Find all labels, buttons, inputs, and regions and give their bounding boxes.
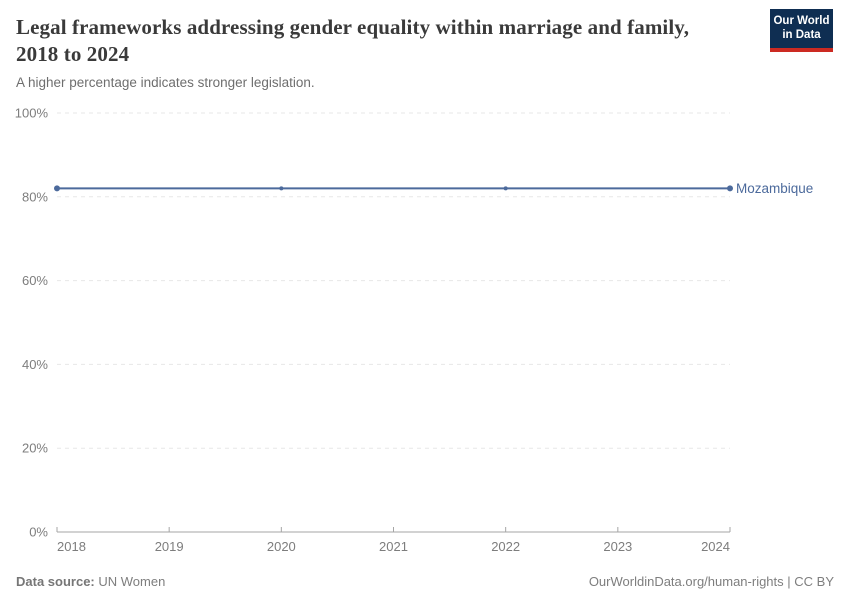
data-source[interactable]: Data source: UN Women [16, 574, 165, 589]
data-source-label: Data source: [16, 574, 95, 589]
y-tick-label: 20% [22, 441, 48, 456]
owid-logo-line1: Our World [773, 15, 830, 27]
y-tick-label: 40% [22, 357, 48, 372]
owid-logo[interactable]: Our World in Data [770, 9, 833, 52]
chart-subtitle: A higher percentage indicates stronger l… [16, 75, 315, 90]
x-tick-label: 2020 [267, 539, 296, 554]
x-tick-label: 2019 [155, 539, 184, 554]
x-tick-label: 2023 [603, 539, 632, 554]
data-point[interactable] [279, 186, 284, 191]
chart-footer: Data source: UN Women OurWorldinData.org… [0, 574, 850, 589]
chart-title: Legal frameworks addressing gender equal… [16, 15, 690, 66]
owid-url-link[interactable]: OurWorldinData.org/human-rights [588, 574, 784, 589]
x-tick-label: 2018 [57, 539, 86, 554]
credit-separator: | [783, 574, 795, 589]
x-tick-label: 2021 [379, 539, 408, 554]
entity-label[interactable]: Mozambique [736, 181, 813, 196]
y-tick-label: 80% [22, 189, 48, 204]
y-tick-label: 0% [29, 525, 48, 540]
owid-logo-line2: in Data [782, 28, 821, 41]
y-tick-label: 60% [22, 273, 48, 288]
y-tick-label: 100% [15, 106, 49, 121]
x-tick-label: 2024 [701, 539, 730, 554]
data-source-value: UN Women [94, 574, 166, 589]
data-point[interactable] [503, 186, 508, 191]
license-label[interactable]: CC BY [794, 574, 834, 589]
x-tick-label: 2022 [491, 539, 520, 554]
data-point[interactable] [727, 185, 733, 192]
data-point[interactable] [54, 185, 60, 192]
footer-credit: OurWorldinData.org/human-rights | CC BY [589, 574, 834, 589]
